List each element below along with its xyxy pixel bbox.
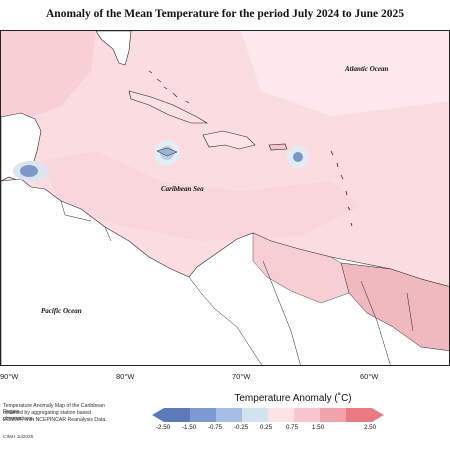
legend-label: -1.50 — [182, 424, 197, 431]
country-borders — [188, 260, 414, 365]
legend-label: 1.50 — [312, 424, 325, 431]
bahamas-islands — [148, 70, 190, 104]
map-area: Atlantic Ocean Caribbean Sea Pacific Oce… — [0, 30, 450, 366]
legend-swatch — [346, 408, 372, 422]
caribbean-sea-label: Caribbean Sea — [161, 185, 204, 193]
pacific-ocean-label: Pacific Ocean — [41, 307, 82, 315]
caribbean-anomaly-patch — [41, 151, 361, 241]
jamaica-landmass — [156, 147, 178, 157]
legend-swatch — [242, 408, 268, 422]
map-canvas — [1, 31, 449, 365]
central-america-borders — [60, 200, 112, 242]
guiana-warm-anomaly — [340, 262, 449, 351]
lesser-antilles — [330, 150, 353, 227]
pr-cool-core — [293, 152, 303, 162]
credit-text: CIMH Jul2025 — [3, 435, 34, 440]
lon-tick-60w: 60°W — [360, 372, 379, 381]
legend-colorbar — [152, 408, 384, 422]
legend-swatch — [320, 408, 346, 422]
legend-right-arrow — [372, 408, 384, 422]
legend-title: Temperature Anomaly (˚C) — [234, 393, 352, 404]
lon-tick-70w: 70°W — [232, 372, 251, 381]
atlantic-ocean-label: Atlantic Ocean — [345, 65, 389, 73]
legend-label: -0.75 — [208, 424, 223, 431]
gulf-anomaly-patch — [1, 31, 96, 126]
florida-landmass — [95, 31, 132, 66]
footnote-line-3: ECMWF, with NCEPINCAR Reanalysis Data. — [3, 417, 107, 423]
hispaniola-landmass — [202, 130, 256, 150]
legend-swatch — [164, 408, 190, 422]
atlantic-anomaly-patch — [241, 31, 449, 116]
footnote-line-2: obtained by aggregating station based ob… — [3, 410, 91, 423]
legend-label: 2.50 — [364, 424, 377, 431]
legend-label: 0.75 — [286, 424, 299, 431]
legend-swatch — [190, 408, 216, 422]
puerto-rico-landmass — [268, 143, 288, 151]
legend-left-arrow — [152, 408, 164, 422]
lon-tick-80w: 80°W — [116, 372, 135, 381]
legend-swatch — [216, 408, 242, 422]
legend-label: -2.50 — [156, 424, 171, 431]
lon-tick-90w: 90°W — [0, 372, 19, 381]
legend-label: 0.25 — [260, 424, 273, 431]
footnote-line-1: Temperature Anomaly Map of the Caribbean… — [3, 403, 105, 416]
legend-label: -0.25 — [234, 424, 249, 431]
legend-swatch — [294, 408, 320, 422]
map-title: Anomaly of the Mean Temperature for the … — [46, 8, 404, 20]
belize-cool-core — [20, 165, 38, 177]
venezuela-anomaly — [252, 232, 350, 304]
cuba-landmass — [128, 90, 209, 124]
legend-swatch — [268, 408, 294, 422]
